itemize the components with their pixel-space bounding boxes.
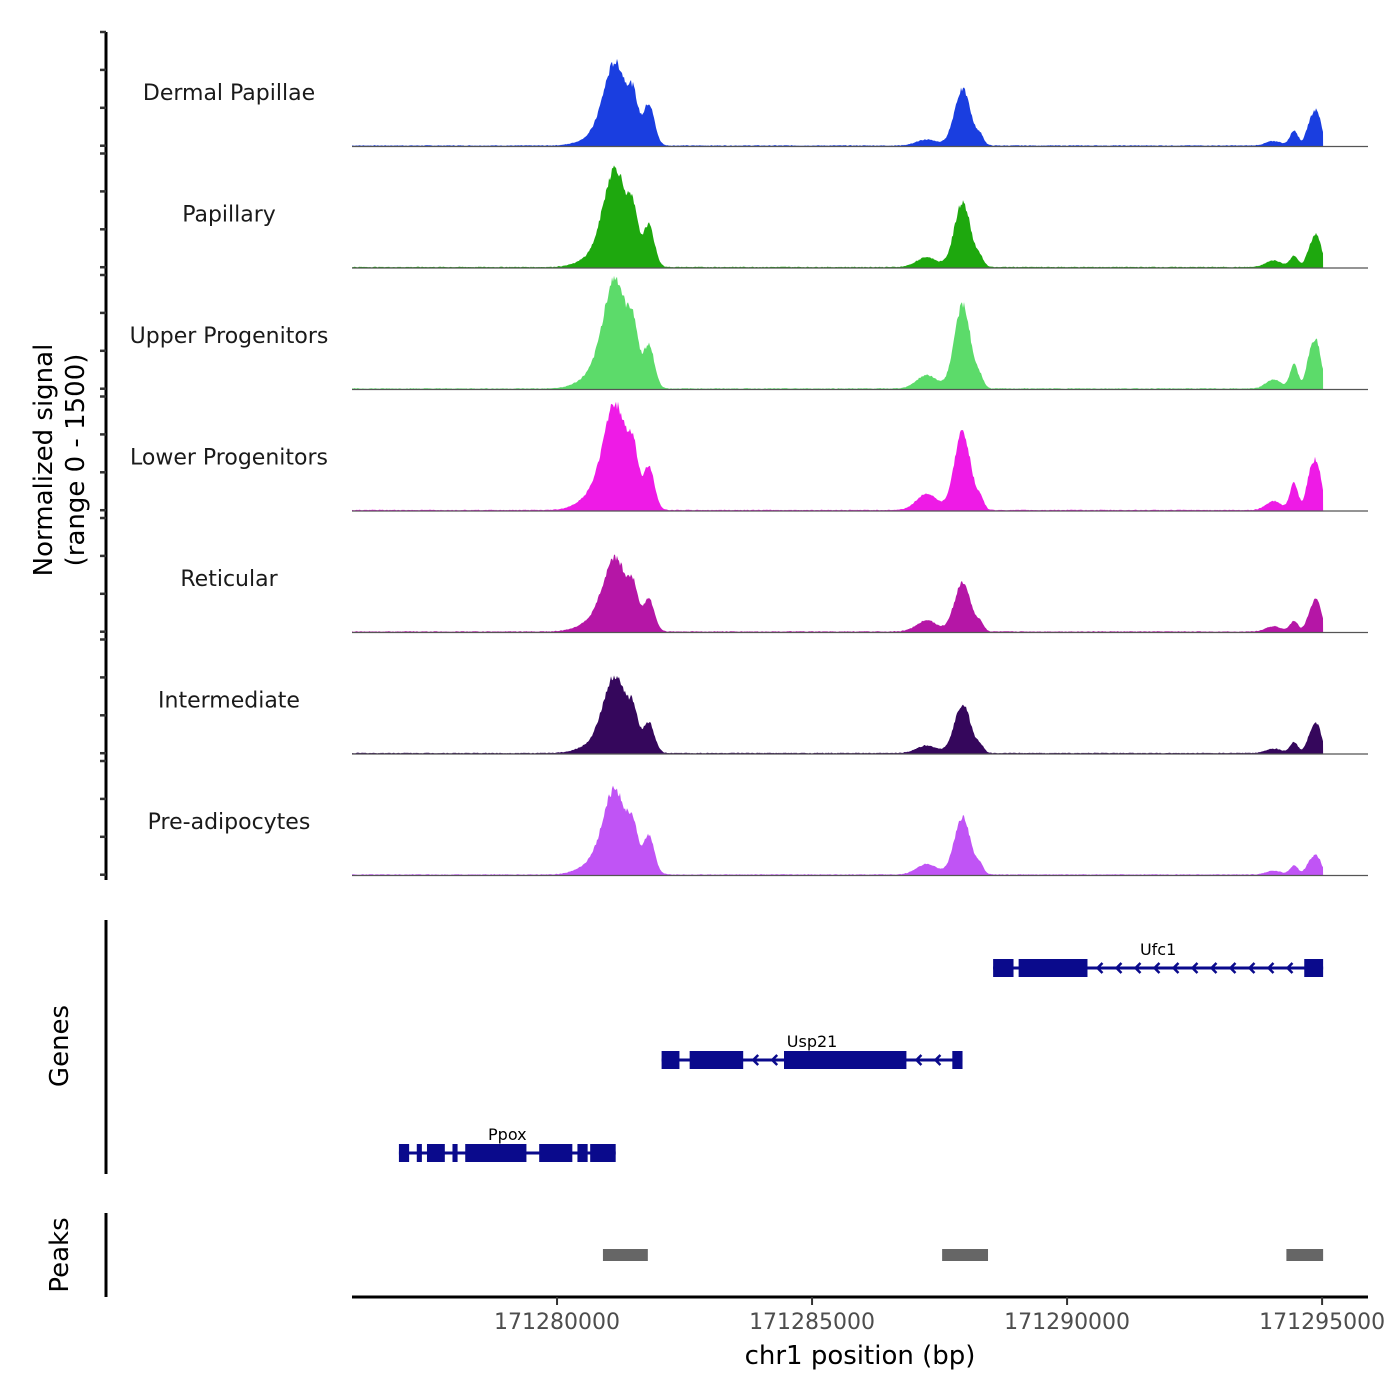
signal-track: Intermediate (158, 675, 1368, 755)
track-label: Intermediate (158, 689, 300, 714)
peaks-track-label: Peaks (45, 1217, 75, 1292)
track-label: Lower Progenitors (130, 446, 328, 471)
gene-exon (1018, 959, 1088, 977)
x-tick-label: 171295000 (1259, 1310, 1385, 1335)
signal-area (352, 165, 1324, 268)
gene-exon (465, 1144, 527, 1162)
gene-exon (398, 1144, 410, 1162)
x-tick-label: 171290000 (1004, 1310, 1130, 1335)
peak-region (1286, 1249, 1324, 1261)
gene-exon (452, 1144, 458, 1162)
signal-track: Papillary (182, 165, 1368, 269)
track-label: Pre-adipocytes (148, 810, 311, 835)
gene-exon (590, 1144, 616, 1162)
strand-arrow (1095, 962, 1104, 974)
signal-track: Pre-adipocytes (148, 785, 1368, 877)
gene-exon (426, 1144, 445, 1162)
signal-tracks: Dermal Papillae Papillary Upper Progenitor… (130, 58, 1368, 877)
gene-exon (993, 959, 1014, 977)
gene-exon (416, 1144, 422, 1162)
strand-arrow (1209, 962, 1218, 974)
gene-model: Usp21 (661, 1032, 963, 1069)
signal-area (352, 275, 1324, 390)
strand-arrow (770, 1054, 779, 1066)
y-axis-title-line-1: Normalized signal (29, 344, 59, 577)
x-tick-label: 171285000 (749, 1310, 875, 1335)
x-axis-title: chr1 position (bp) (745, 1341, 976, 1371)
gene-label: Usp21 (787, 1032, 838, 1051)
signal-y-axis-ticks (100, 30, 106, 876)
track-label: Upper Progenitors (130, 324, 329, 349)
signal-area (352, 785, 1324, 876)
peak-region (602, 1249, 648, 1261)
peaks-track (602, 1249, 1324, 1261)
strand-arrow (1114, 962, 1123, 974)
gene-label: Ppox (488, 1125, 527, 1144)
genes-track-label: Genes (45, 1005, 75, 1087)
strand-arrow (1285, 962, 1294, 974)
gene-model: Ppox (398, 1125, 616, 1162)
strand-arrow (1133, 962, 1142, 974)
strand-arrow (751, 1054, 760, 1066)
strand-arrow (1266, 962, 1275, 974)
track-label: Papillary (182, 203, 276, 228)
track-label: Dermal Papillae (143, 81, 315, 106)
track-label: Reticular (180, 567, 278, 592)
signal-area (352, 675, 1324, 754)
genes-track: Ufc1 Usp21 Ppox (398, 940, 1324, 1162)
y-axis-title: Normalized signal (range 0 - 1500) (29, 344, 91, 577)
signal-track: Reticular (180, 554, 1368, 634)
gene-exon (577, 1144, 588, 1162)
gene-label: Ufc1 (1140, 940, 1176, 959)
y-axis-title-line-2: (range 0 - 1500) (61, 354, 91, 567)
x-axis-ticks: 171280000 171285000 171290000 171295000 (494, 1297, 1385, 1335)
signal-track: Upper Progenitors (130, 275, 1368, 391)
x-tick-label: 171280000 (494, 1310, 620, 1335)
strand-arrow (933, 1054, 942, 1066)
gene-exon (661, 1051, 680, 1069)
strand-arrow (1228, 962, 1237, 974)
gene-exon (952, 1051, 963, 1069)
signal-track: Dermal Papillae (143, 58, 1368, 148)
signal-area (352, 58, 1324, 147)
strand-arrow (1190, 962, 1199, 974)
gene-model: Ufc1 (993, 940, 1324, 977)
gene-exon (539, 1144, 573, 1162)
signal-track: Lower Progenitors (130, 401, 1368, 512)
signal-area (352, 401, 1324, 511)
strand-arrow (1247, 962, 1256, 974)
strand-arrow (1171, 962, 1180, 974)
gene-exon (784, 1051, 907, 1069)
peak-region (942, 1249, 989, 1261)
strand-arrow (914, 1054, 923, 1066)
strand-arrow (1152, 962, 1161, 974)
signal-area (352, 554, 1324, 633)
gene-exon (689, 1051, 744, 1069)
gene-exon (1304, 959, 1324, 977)
